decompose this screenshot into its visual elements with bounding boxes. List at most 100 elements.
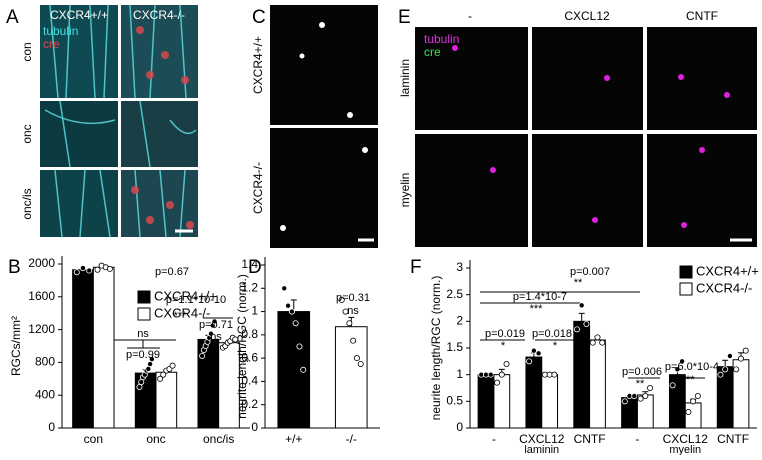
y-tick-label: 1600 — [28, 289, 55, 303]
bar — [589, 339, 606, 429]
legend-swatch — [679, 282, 693, 296]
micrograph — [647, 27, 757, 130]
bar — [525, 356, 543, 429]
data-point — [733, 366, 740, 373]
legend-label: CXCR4+/+ — [154, 288, 217, 303]
data-point — [526, 358, 533, 365]
y-tick-label: 0.4 — [241, 374, 258, 388]
row-label: CXCR4+/+ — [251, 36, 265, 94]
bar — [334, 326, 368, 429]
panel-letter: C — [252, 7, 266, 28]
y-tick-label: 1200 — [28, 322, 55, 336]
data-point — [94, 266, 101, 273]
x-tick-label: CNTF — [574, 432, 606, 446]
y-tick-label: 0.2 — [241, 397, 258, 411]
y-tick-label: 1 — [251, 304, 258, 318]
data-point — [207, 330, 214, 337]
y-tick-label: 2.5 — [446, 287, 463, 301]
cells — [280, 22, 368, 231]
bar — [541, 374, 559, 429]
y-tick-label: 2 — [456, 314, 463, 328]
data-point — [357, 360, 364, 367]
data-point — [726, 352, 733, 359]
data-point — [690, 398, 697, 405]
annotation: p=0.31 — [336, 292, 370, 304]
annotation: *** — [682, 374, 696, 386]
stain-label: cre — [43, 37, 60, 51]
annotation: p=6.0*10-4 — [665, 361, 719, 373]
data-point — [594, 334, 601, 341]
y-axis-label: RGCs/mm² — [9, 316, 23, 376]
y-tick-label: 0 — [48, 420, 55, 434]
annotation: p=0.006 — [622, 366, 662, 378]
panel-letter: D — [248, 257, 262, 278]
data-point — [138, 379, 145, 386]
data-point — [288, 308, 295, 315]
x-tick-label: -/- — [346, 432, 357, 446]
data-point — [350, 337, 357, 344]
data-point — [679, 358, 686, 365]
row-label: con — [20, 42, 34, 61]
annotation: *** — [174, 310, 188, 322]
x-tick-label: onc — [146, 432, 165, 446]
group-label: laminin — [524, 444, 559, 455]
y-tick-label: 0.6 — [241, 350, 258, 364]
group-label: myelin — [669, 444, 701, 455]
micrograph — [40, 101, 118, 167]
bar — [92, 266, 115, 429]
annotation: p=1.4*10-7 — [513, 291, 567, 303]
data-point — [296, 343, 303, 350]
data-point — [79, 265, 86, 272]
annotation: ns — [137, 328, 149, 340]
annotation: p=0.99 — [126, 349, 160, 361]
data-point — [573, 326, 580, 333]
data-point — [621, 398, 628, 405]
data-point — [578, 302, 585, 309]
data-point — [353, 355, 360, 362]
annotation: * — [501, 340, 506, 352]
stain-label: cre — [424, 45, 441, 59]
annotation: ns — [347, 305, 359, 317]
data-point — [346, 320, 353, 327]
data-point — [169, 362, 176, 369]
x-tick-label: CNTF — [717, 432, 749, 446]
column-label: CXCR4+/+ — [50, 8, 108, 22]
column-label: CNTF — [686, 9, 718, 23]
x-tick-label: +/+ — [285, 432, 302, 446]
data-point — [530, 347, 537, 354]
bar — [684, 402, 702, 429]
bar — [477, 374, 495, 429]
micrograph — [121, 170, 198, 237]
data-point — [145, 365, 152, 372]
x-tick-label: CXCL12 — [519, 432, 565, 446]
legend-label: CXCR4+/+ — [696, 263, 759, 278]
y-tick-label: 400 — [35, 387, 55, 401]
annotation: ** — [636, 378, 645, 390]
stain-label: tubulin — [43, 24, 78, 38]
neurons — [452, 45, 730, 228]
data-point — [199, 352, 206, 359]
data-point — [136, 383, 143, 390]
data-point — [669, 382, 676, 389]
y-tick-label: 1.4 — [241, 257, 258, 271]
panel-letter: B — [8, 257, 21, 278]
data-point — [281, 285, 288, 292]
row-label: CXCR4-/- — [251, 162, 265, 214]
annotation: ns — [210, 331, 222, 343]
column-label: CXCL12 — [564, 9, 610, 23]
data-point — [494, 379, 501, 386]
legend-label: CXCR4-/- — [154, 305, 210, 320]
brackets — [110, 291, 705, 379]
bar — [573, 320, 591, 429]
y-axis-label: neurite length/RGC (norm.) — [429, 276, 443, 421]
y-tick-label: 2000 — [28, 256, 55, 270]
y-tick-label: 0.8 — [241, 327, 258, 341]
data-point — [535, 350, 542, 357]
micrograph — [532, 134, 643, 247]
nuclei — [131, 26, 194, 229]
panel-letter: F — [410, 257, 422, 278]
data-point — [211, 318, 218, 325]
row-label: myelin — [398, 173, 412, 208]
data-point — [157, 375, 164, 382]
panel-letter: A — [6, 7, 19, 28]
